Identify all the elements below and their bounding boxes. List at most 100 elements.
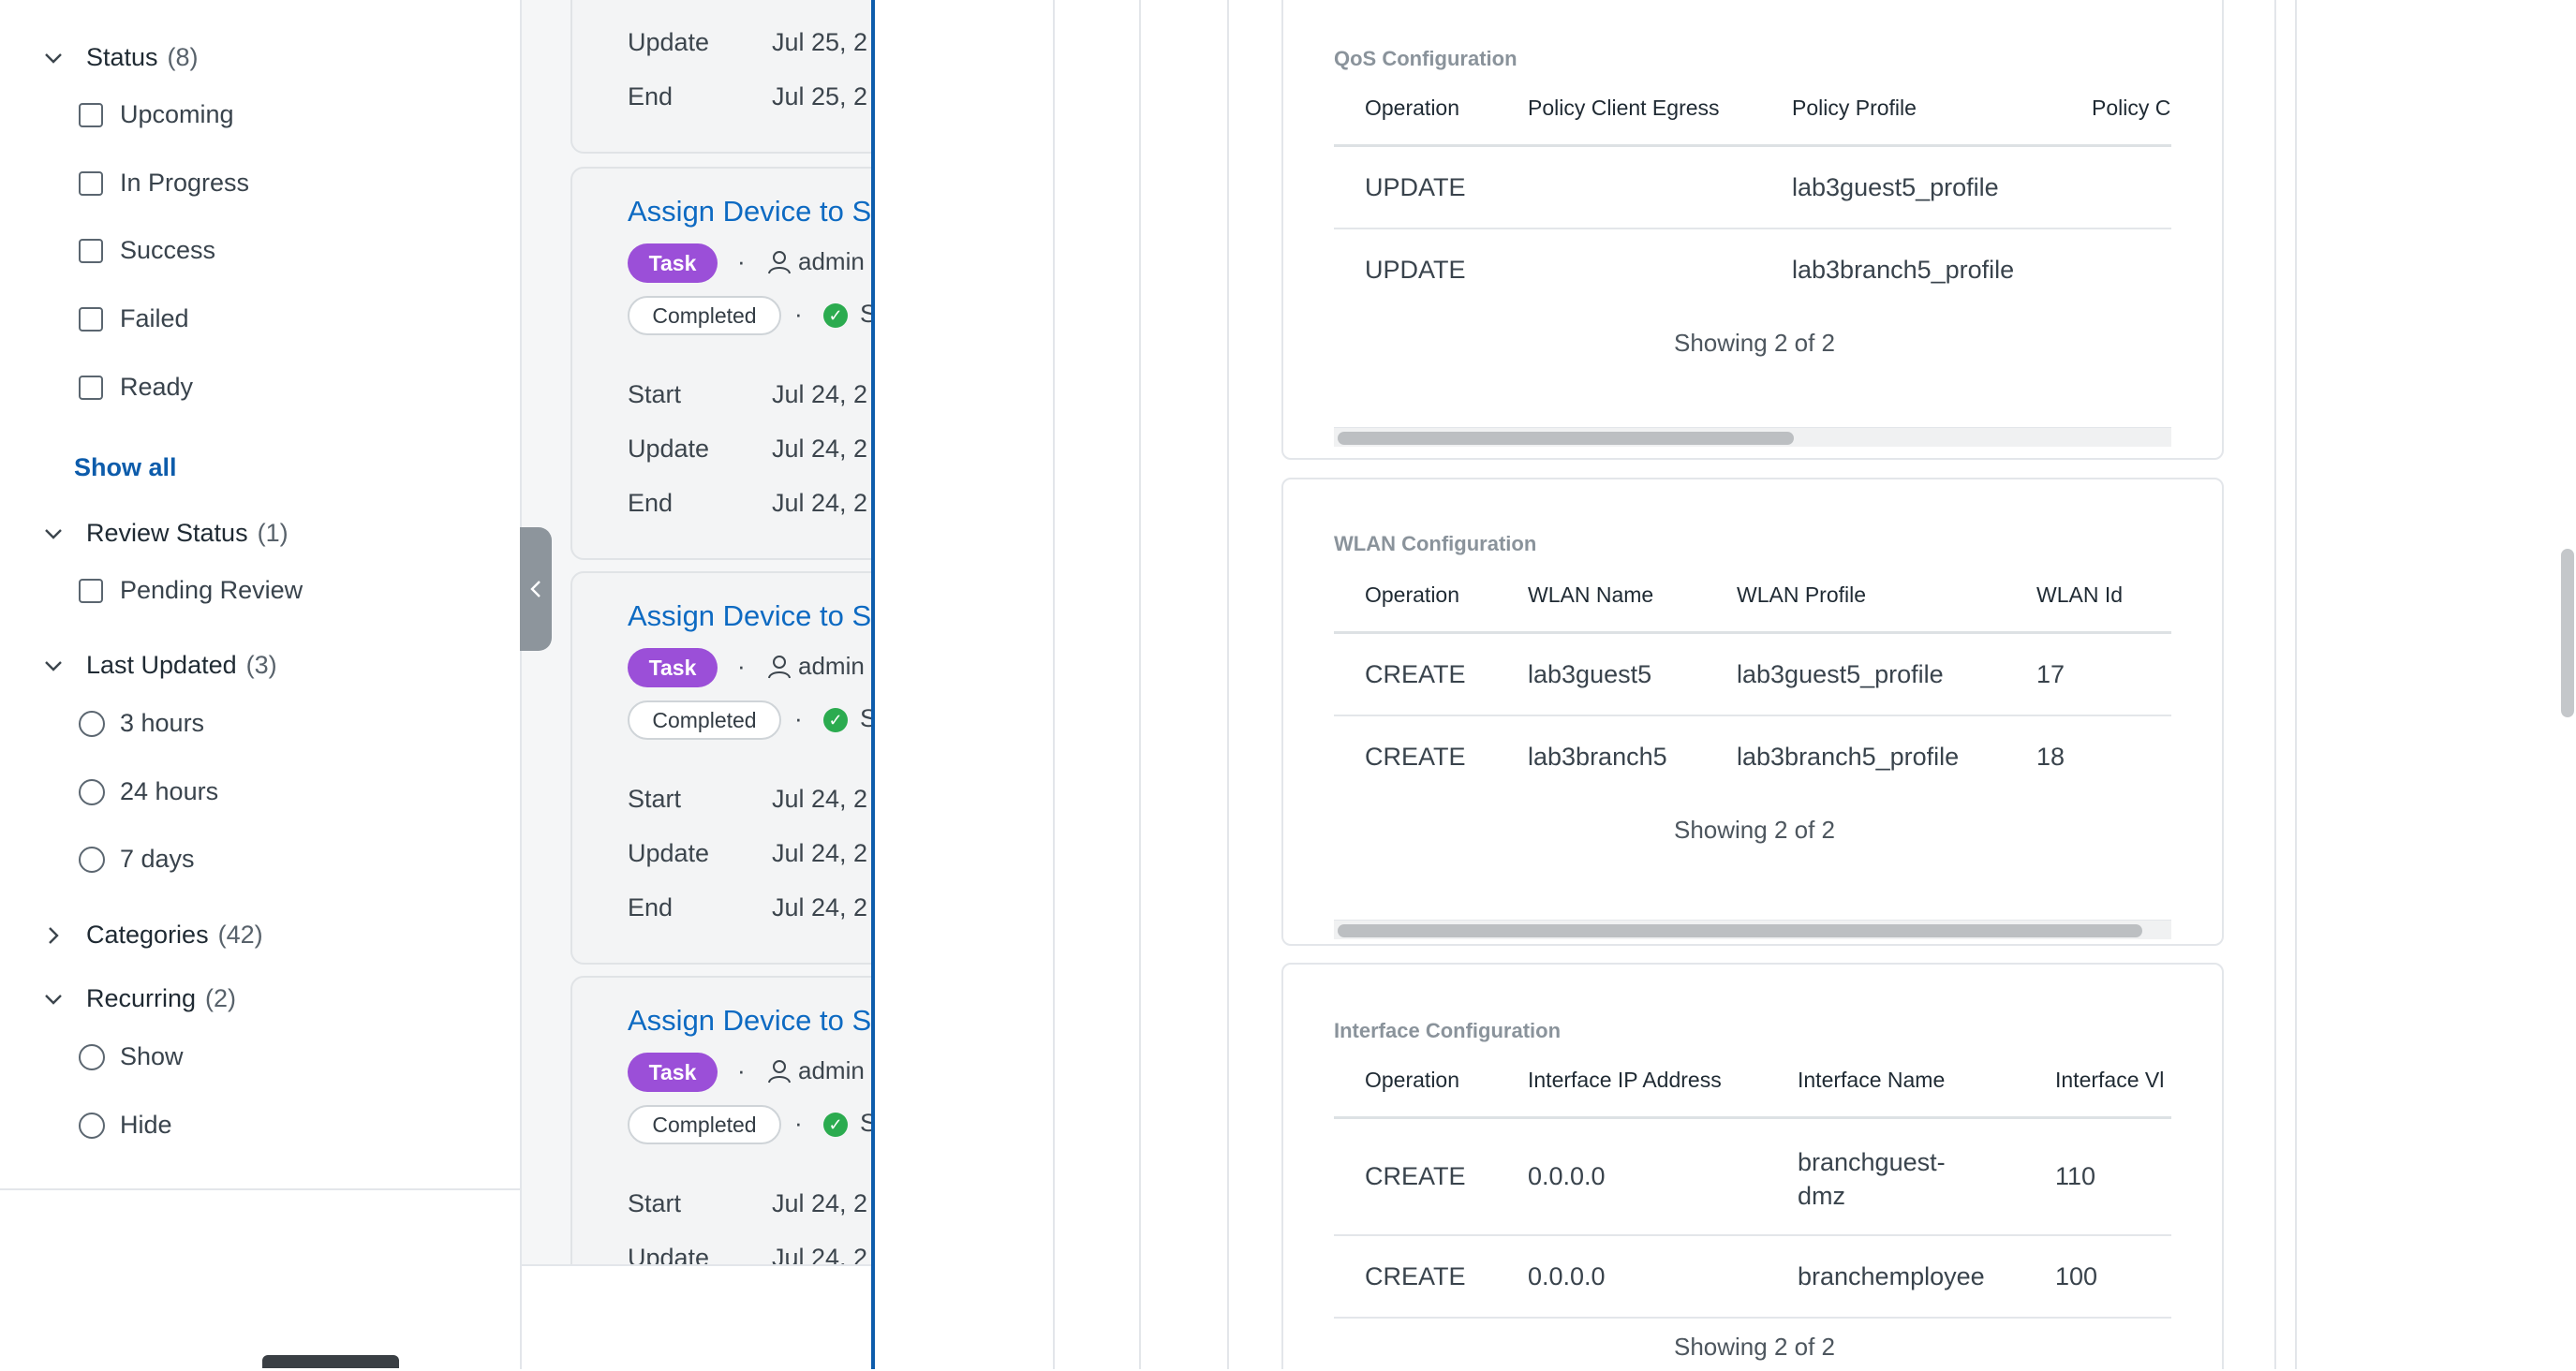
table-row[interactable]: UPDATE lab3branch5_profile bbox=[1334, 229, 2171, 303]
checkbox[interactable] bbox=[79, 238, 103, 263]
start-label: Start bbox=[628, 785, 682, 813]
column-header[interactable]: Operation bbox=[1365, 582, 1460, 607]
filter-group-last-updated[interactable]: Last Updated (3) bbox=[39, 651, 277, 680]
filter-group-status[interactable]: Status (8) bbox=[39, 43, 199, 72]
task-card[interactable]: Assign Device to S Task · admin Complete… bbox=[570, 976, 871, 1264]
wlan-config-table: Operation WLAN Name WLAN Profile WLAN Id… bbox=[1334, 560, 2171, 790]
show-all-link[interactable]: Show all bbox=[74, 453, 177, 481]
option-label: Show bbox=[120, 1042, 184, 1070]
check-circle-icon: ✓ bbox=[823, 708, 848, 732]
radio[interactable] bbox=[79, 778, 105, 805]
filter-group-categories[interactable]: Categories (42) bbox=[39, 921, 263, 950]
table-row[interactable]: CREATE 0.0.0.0 branchemployee 100 bbox=[1334, 1236, 2171, 1319]
task-title-link[interactable]: Assign Device to S bbox=[628, 1004, 871, 1037]
task-result: S bbox=[860, 300, 871, 328]
option-label: Upcoming bbox=[120, 100, 234, 128]
user-icon bbox=[768, 655, 791, 678]
status-option-failed[interactable]: Failed bbox=[79, 304, 189, 333]
task-status-badge: Completed bbox=[628, 1105, 781, 1144]
task-owner-name: admin bbox=[798, 1056, 865, 1084]
separator-dot: · bbox=[794, 704, 803, 732]
column-header[interactable]: Interface IP Address bbox=[1528, 1068, 1722, 1092]
recurring-option-hide[interactable]: Hide bbox=[79, 1111, 172, 1140]
task-title-link[interactable]: Assign Device to S bbox=[628, 195, 871, 228]
radio[interactable] bbox=[79, 846, 105, 873]
column-header[interactable]: Operation bbox=[1365, 96, 1460, 120]
checkbox[interactable] bbox=[79, 170, 103, 196]
checkbox[interactable] bbox=[79, 102, 103, 127]
vertical-scrollbar-thumb[interactable] bbox=[2561, 549, 2574, 717]
column-header[interactable]: Policy C bbox=[2092, 96, 2171, 120]
list-footer bbox=[262, 1264, 871, 1371]
checkbox[interactable] bbox=[79, 375, 103, 400]
table-cell: CREATE bbox=[1365, 1162, 1466, 1190]
table-cell: 100 bbox=[2055, 1262, 2098, 1290]
status-option-in-progress[interactable]: In Progress bbox=[79, 169, 249, 198]
filter-group-label: Last Updated bbox=[86, 651, 237, 679]
chevron-down-icon bbox=[45, 528, 62, 539]
radio[interactable] bbox=[79, 1043, 105, 1070]
last-updated-option-24h[interactable]: 24 hours bbox=[79, 777, 218, 806]
option-label: Success bbox=[120, 236, 216, 264]
qos-config-section: QoS Configuration Operation Policy Clien… bbox=[1281, 0, 2224, 460]
scrollbar-thumb[interactable] bbox=[1338, 924, 2142, 937]
task-title-link[interactable]: Assign Device to S bbox=[628, 599, 871, 632]
option-label: In Progress bbox=[120, 169, 250, 197]
task-card[interactable]: Update Jul 25, 2 End Jul 25, 2 bbox=[570, 0, 871, 154]
column-header[interactable]: WLAN Profile bbox=[1737, 582, 1867, 607]
task-list[interactable]: Update Jul 25, 2 End Jul 25, 2 Assign De… bbox=[522, 0, 871, 1264]
checkbox[interactable] bbox=[79, 578, 103, 603]
task-card[interactable]: Assign Device to S Task · admin Complete… bbox=[570, 571, 871, 965]
radio[interactable] bbox=[79, 1112, 105, 1139]
table-cell: branchguest- dmz bbox=[1798, 1148, 1946, 1210]
scrollbar-thumb[interactable] bbox=[1338, 432, 1794, 445]
column-header[interactable]: WLAN Id bbox=[2036, 582, 2124, 607]
last-updated-option-7d[interactable]: 7 days bbox=[79, 845, 195, 874]
review-option-pending[interactable]: Pending Review bbox=[79, 576, 303, 605]
task-card[interactable]: Assign Device to S Task · admin Complete… bbox=[570, 167, 871, 560]
wlan-config-section: WLAN Configuration Operation WLAN Name W… bbox=[1281, 478, 2224, 946]
start-label: Start bbox=[628, 1189, 682, 1217]
status-option-upcoming[interactable]: Upcoming bbox=[79, 100, 234, 129]
column-header[interactable]: Operation bbox=[1365, 1068, 1460, 1092]
horizontal-scrollbar[interactable] bbox=[1334, 427, 2171, 447]
table-row[interactable]: CREATE 0.0.0.0 branchguest- dmz 110 bbox=[1334, 1119, 2171, 1236]
status-option-ready[interactable]: Ready bbox=[79, 373, 193, 402]
task-type-badge: Task bbox=[628, 648, 718, 687]
status-option-success[interactable]: Success bbox=[79, 236, 215, 265]
option-label: Failed bbox=[120, 304, 189, 332]
separator-dot: · bbox=[737, 247, 746, 275]
task-owner-name: admin bbox=[798, 247, 865, 275]
column-header[interactable]: Policy Client Egress bbox=[1528, 96, 1720, 120]
table-cell: 0.0.0.0 bbox=[1528, 1162, 1606, 1190]
filter-group-label: Status bbox=[86, 43, 158, 71]
filter-group-recurring[interactable]: Recurring (2) bbox=[39, 984, 236, 1013]
table-cell: lab3branch5 bbox=[1528, 743, 1667, 771]
last-updated-option-3h[interactable]: 3 hours bbox=[79, 709, 204, 738]
table-row[interactable]: CREATE lab3guest5 lab3guest5_profile 17 bbox=[1334, 634, 2171, 716]
start-value: Jul 24, 2 bbox=[772, 785, 868, 813]
radio[interactable] bbox=[79, 710, 105, 737]
divider bbox=[2274, 0, 2276, 1369]
column-header[interactable]: Interface Name bbox=[1798, 1068, 1946, 1092]
table-cell: 0.0.0.0 bbox=[1528, 1262, 1606, 1290]
horizontal-scrollbar[interactable] bbox=[1334, 920, 2171, 939]
separator-dot: · bbox=[737, 1056, 746, 1084]
filter-group-review-status[interactable]: Review Status (1) bbox=[39, 519, 289, 548]
collapse-filters-button[interactable] bbox=[520, 527, 552, 651]
user-icon bbox=[768, 1059, 791, 1083]
table-cell: lab3branch5_profile bbox=[1792, 256, 2015, 284]
table-row[interactable]: UPDATE lab3guest5_profile bbox=[1334, 147, 2171, 229]
update-label: Update bbox=[628, 1244, 710, 1264]
update-label: Update bbox=[628, 435, 710, 463]
recurring-option-show[interactable]: Show bbox=[79, 1042, 184, 1071]
column-header[interactable]: Policy Profile bbox=[1792, 96, 1917, 120]
filter-group-count: (3) bbox=[245, 651, 277, 679]
section-title: Interface Configuration bbox=[1334, 1019, 1562, 1042]
checkbox[interactable] bbox=[79, 306, 103, 332]
option-label: Hide bbox=[120, 1111, 172, 1139]
column-header[interactable]: WLAN Name bbox=[1528, 582, 1654, 607]
pagination-summary: Showing 2 of 2 bbox=[1673, 816, 1835, 844]
column-header[interactable]: Interface Vl bbox=[2055, 1068, 2165, 1092]
table-row[interactable]: CREATE lab3branch5 lab3branch5_profile 1… bbox=[1334, 716, 2171, 790]
